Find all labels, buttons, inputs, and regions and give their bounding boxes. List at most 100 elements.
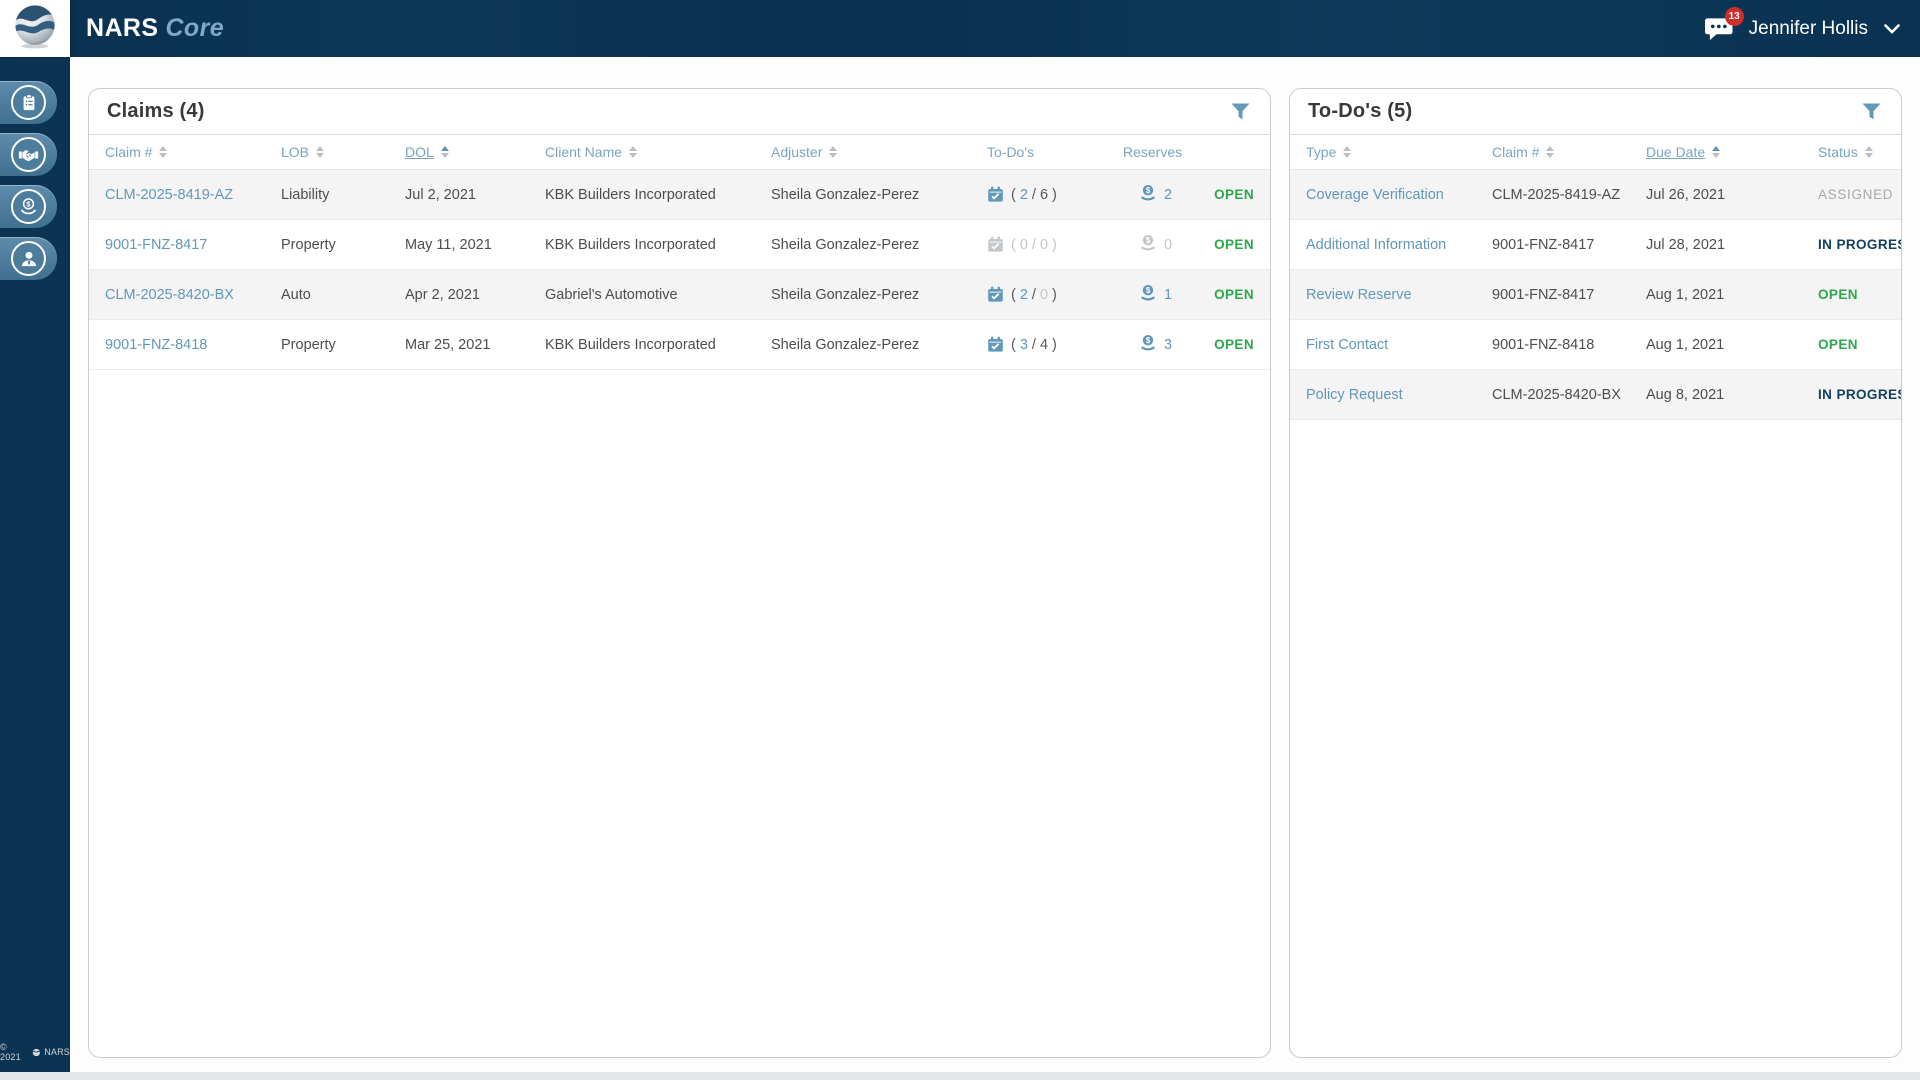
claim-number-link[interactable]: CLM-2025-8420-BX [105, 286, 234, 303]
reserves-count: 3 [1164, 336, 1173, 353]
app-title: NARS Core [86, 14, 224, 43]
claim-number-link[interactable]: 9001-FNZ-8417 [105, 236, 208, 253]
app-title-primary: NARS [86, 14, 159, 42]
status-badge: IN PROGRESS [1818, 237, 1901, 252]
claim-number-cell: 9001-FNZ-8417 [1492, 286, 1595, 303]
reserves-count: 0 [1164, 236, 1173, 253]
todos-filter-button[interactable] [1860, 101, 1883, 123]
copyright-brand: NARS [44, 1047, 70, 1057]
filter-icon [1862, 103, 1881, 119]
todos-col-type[interactable]: Type [1306, 144, 1492, 160]
claims-col-adjuster[interactable]: Adjuster [771, 144, 987, 160]
app-logo [0, 0, 70, 57]
todos-col-claim-number[interactable]: Claim # [1492, 144, 1646, 160]
table-row: 9001-FNZ-8417 Property May 11, 2021 KBK … [89, 220, 1270, 270]
reserves-cell: $ 0 [1123, 234, 1209, 255]
due-date-cell: Jul 26, 2021 [1646, 186, 1726, 203]
dol-cell: May 11, 2021 [405, 236, 492, 253]
reserves-cell: $ 3 [1123, 334, 1209, 355]
adjuster-cell: Sheila Gonzalez-Perez [771, 186, 920, 203]
status-badge: IN PROGRESS [1818, 387, 1901, 402]
status-badge: OPEN [1214, 287, 1254, 302]
claims-table-body: CLM-2025-8419-AZ Liability Jul 2, 2021 K… [89, 170, 1270, 1057]
sidebar-item-reserves[interactable]: $ [0, 185, 57, 228]
todo-type-link[interactable]: Policy Request [1306, 386, 1403, 403]
nars-sphere-logo-icon [12, 3, 58, 54]
claim-number-link[interactable]: CLM-2025-8419-AZ [105, 186, 234, 203]
claims-col-lob[interactable]: LOB [281, 144, 405, 160]
claims-panel: Claims (4) Claim # LOB DOL Client Name A… [88, 88, 1271, 1058]
todos-count-cell: ( 2 / 6 ) [987, 186, 1123, 203]
lob-cell: Auto [281, 286, 311, 303]
claims-filter-button[interactable] [1229, 101, 1252, 123]
sidebar-item-handshake[interactable] [0, 133, 57, 176]
todo-type-link[interactable]: Coverage Verification [1306, 186, 1444, 203]
claim-number-cell: 9001-FNZ-8418 [1492, 336, 1595, 353]
claims-table-header: Claim # LOB DOL Client Name Adjuster To-… [89, 135, 1270, 170]
client-name-cell: Gabriel's Automotive [545, 286, 678, 303]
client-name-cell: KBK Builders Incorporated [545, 336, 716, 353]
todos-total-count: 0 [1039, 236, 1049, 253]
calendar-check-icon [987, 336, 1004, 353]
status-badge: OPEN [1214, 187, 1254, 202]
todos-panel: To-Do's (5) Type Claim # Due Date Status… [1289, 88, 1902, 1058]
reserve-money-icon: $ [1139, 284, 1157, 305]
todos-col-status[interactable]: Status [1818, 144, 1885, 160]
claims-col-dol[interactable]: DOL [405, 144, 545, 160]
table-row: Coverage Verification CLM-2025-8419-AZ J… [1290, 170, 1901, 220]
adjuster-cell: Sheila Gonzalez-Perez [771, 286, 920, 303]
user-name: Jennifer Hollis [1748, 17, 1868, 39]
svg-text:$: $ [1146, 186, 1151, 195]
todos-count-cell: ( 3 / 4 ) [987, 336, 1123, 353]
reserves-count: 1 [1164, 286, 1173, 303]
todos-total-count: 6 [1039, 186, 1049, 203]
table-row: CLM-2025-8419-AZ Liability Jul 2, 2021 K… [89, 170, 1270, 220]
user-menu[interactable]: 13 Jennifer Hollis [1703, 6, 1920, 42]
calendar-check-icon [987, 286, 1004, 303]
main-content: Claims (4) Claim # LOB DOL Client Name A… [70, 57, 1920, 1072]
notification-badge: 13 [1724, 6, 1744, 26]
table-row: Additional Information 9001-FNZ-8417 Jul… [1290, 220, 1901, 270]
reserves-cell: $ 2 [1123, 184, 1209, 205]
todos-col-due-date[interactable]: Due Date [1646, 144, 1818, 160]
sidebar-item-claims[interactable] [0, 81, 57, 124]
reserve-money-icon: $ [1139, 184, 1157, 205]
due-date-cell: Aug 1, 2021 [1646, 286, 1725, 303]
due-date-cell: Aug 8, 2021 [1646, 386, 1725, 403]
due-date-cell: Aug 1, 2021 [1646, 336, 1725, 353]
messages-icon[interactable]: 13 [1703, 6, 1744, 42]
svg-text:$: $ [1146, 336, 1151, 345]
todos-total-count: 4 [1039, 336, 1049, 353]
claims-col-client-name[interactable]: Client Name [545, 144, 771, 160]
todo-type-link[interactable]: Review Reserve [1306, 286, 1412, 303]
todos-open-count: 0 [1019, 236, 1028, 253]
todo-type-link[interactable]: Additional Information [1306, 236, 1447, 253]
reserves-cell: $ 1 [1123, 284, 1209, 305]
calendar-check-icon [987, 236, 1004, 253]
app-title-accent: Core [165, 14, 224, 42]
calendar-check-icon [987, 186, 1004, 203]
status-badge: OPEN [1818, 287, 1858, 302]
status-badge: OPEN [1818, 337, 1858, 352]
todos-total-count: 0 [1039, 286, 1049, 303]
sidebar-item-profile[interactable] [0, 237, 57, 280]
user-icon [11, 241, 46, 276]
claim-number-link[interactable]: 9001-FNZ-8418 [105, 336, 208, 353]
table-row: CLM-2025-8420-BX Auto Apr 2, 2021 Gabrie… [89, 270, 1270, 320]
top-bar: NARS Core 13 Jennifer Hollis [0, 0, 1920, 57]
lob-cell: Liability [281, 186, 330, 203]
todos-open-count: 2 [1019, 286, 1028, 303]
client-name-cell: KBK Builders Incorporated [545, 236, 716, 253]
todos-open-count: 2 [1019, 186, 1028, 203]
table-row: 9001-FNZ-8418 Property Mar 25, 2021 KBK … [89, 320, 1270, 370]
table-row: Review Reserve 9001-FNZ-8417 Aug 1, 2021… [1290, 270, 1901, 320]
todos-table-header: Type Claim # Due Date Status [1290, 135, 1901, 170]
claims-col-claim-number[interactable]: Claim # [105, 144, 281, 160]
dol-cell: Apr 2, 2021 [405, 286, 480, 303]
table-row: Policy Request CLM-2025-8420-BX Aug 8, 2… [1290, 370, 1901, 420]
table-row: First Contact 9001-FNZ-8418 Aug 1, 2021 … [1290, 320, 1901, 370]
copyright-text: © 2021 [0, 1042, 21, 1062]
todo-type-link[interactable]: First Contact [1306, 336, 1389, 353]
status-badge: OPEN [1214, 237, 1254, 252]
